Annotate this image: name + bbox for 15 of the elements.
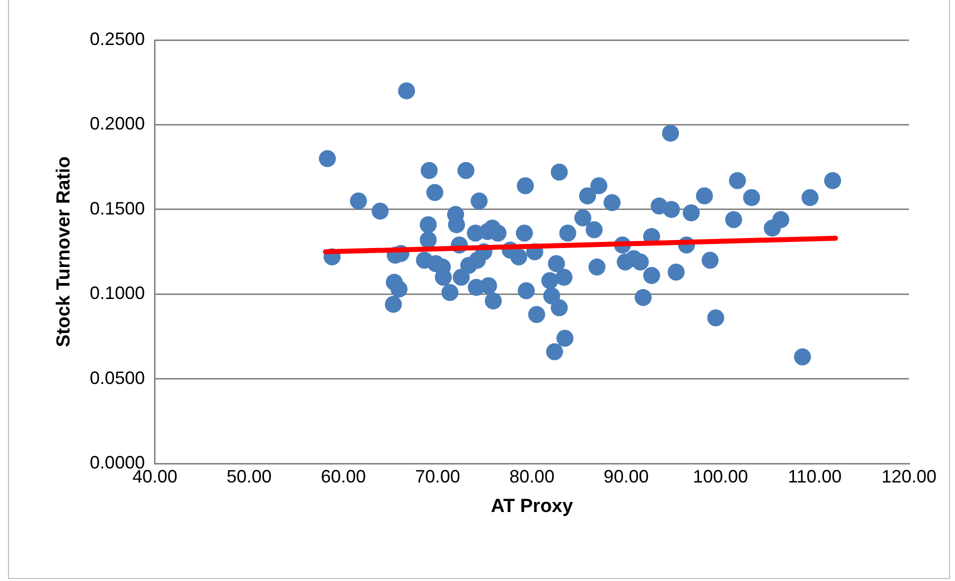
x-tick-label: 60.00 [320,466,366,486]
x-tick-label: 110.00 [788,466,842,486]
x-tick-label: 80.00 [509,466,554,486]
y-tick-label: 0.2500 [90,28,145,49]
y-tick-label: 0.0500 [90,368,145,388]
x-tick-label: 50.00 [226,466,272,486]
y-tick-label: 0.2000 [90,114,145,134]
x-tick-label: 100.00 [692,466,748,486]
y-axis-title: Stock Turnover Ratio [54,156,75,348]
y-tick-label: 0.1000 [90,283,145,304]
x-tick-label: 90.00 [604,466,649,486]
x-axis-title: AT Proxy [490,496,574,517]
x-tick-label: 120.00 [881,466,937,486]
y-tick-label: 0.1500 [90,198,145,218]
x-tick-label: 70.00 [415,466,460,486]
